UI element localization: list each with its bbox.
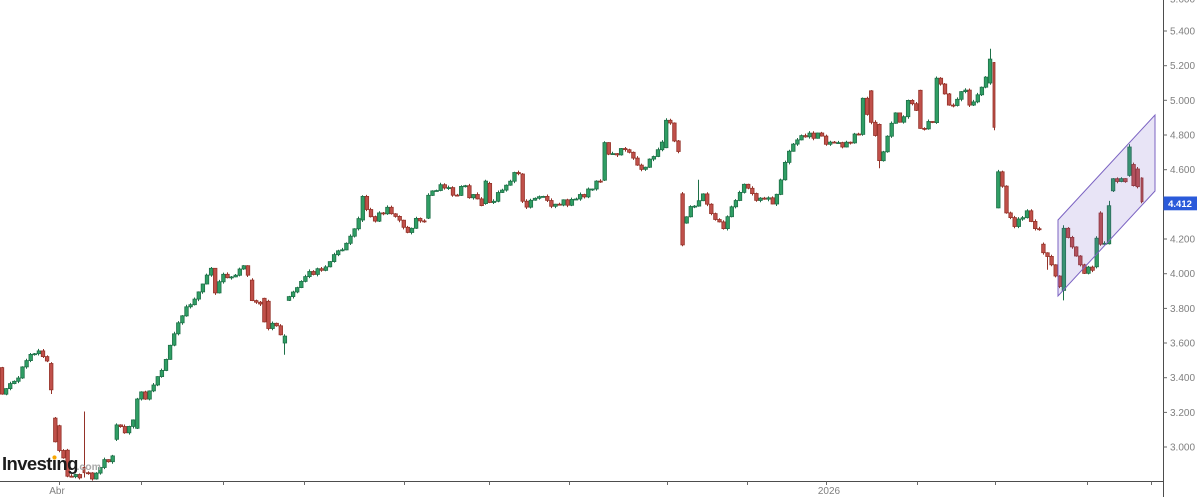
svg-text:Investing: Investing — [2, 453, 78, 474]
svg-text:3.800: 3.800 — [1170, 304, 1195, 315]
svg-text:3.000: 3.000 — [1170, 443, 1195, 454]
svg-text:4.800: 4.800 — [1170, 131, 1195, 142]
svg-text:3.200: 3.200 — [1170, 408, 1195, 419]
svg-text:4.600: 4.600 — [1170, 165, 1195, 176]
svg-text:5.600: 5.600 — [1170, 0, 1195, 6]
svg-text:.com: .com — [77, 461, 102, 473]
svg-text:4.412: 4.412 — [1168, 199, 1192, 210]
svg-text:5.000: 5.000 — [1170, 96, 1195, 107]
svg-text:4.000: 4.000 — [1170, 269, 1195, 280]
svg-text:5.200: 5.200 — [1170, 61, 1195, 72]
svg-text:4.200: 4.200 — [1170, 235, 1195, 246]
svg-text:2026: 2026 — [818, 486, 841, 497]
svg-text:5.400: 5.400 — [1170, 27, 1195, 38]
svg-text:3.400: 3.400 — [1170, 373, 1195, 384]
svg-text:3.600: 3.600 — [1170, 339, 1195, 350]
svg-text:Abr: Abr — [49, 486, 65, 497]
